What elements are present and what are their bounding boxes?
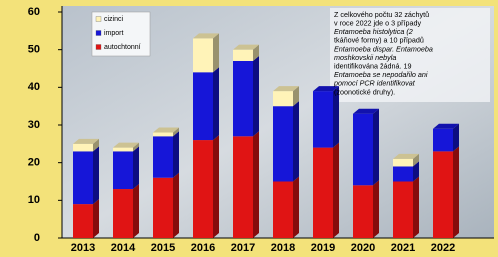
legend-swatch <box>96 17 101 22</box>
x-tick-label: 2016 <box>191 242 215 254</box>
bar-segment <box>433 151 453 238</box>
bar-side <box>213 67 219 140</box>
bar-segment <box>353 114 373 186</box>
bar-segment <box>73 204 93 238</box>
bar-segment <box>153 133 173 137</box>
x-tick-label: 2015 <box>151 242 175 254</box>
bar-segment <box>393 159 413 167</box>
bar-side <box>253 56 259 136</box>
bar-segment <box>153 136 173 177</box>
x-tick-label: 2022 <box>431 242 455 254</box>
bar-side <box>293 101 299 181</box>
bar-segment <box>313 148 333 238</box>
chart: 0 10 20 30 40 50 60 2013 2014 2015 2016 2017 2018 201… <box>0 0 498 257</box>
annotation-line: (zoonotické druhy). <box>334 87 395 96</box>
bar-side <box>213 135 219 238</box>
legend-label: import <box>104 30 124 37</box>
bar-segment <box>73 144 93 152</box>
x-tick-label: 2020 <box>351 242 375 254</box>
y-tick-label: 10 <box>28 194 40 206</box>
page: {"chart_data": {"type": "stacked-bar-3d"… <box>0 0 498 257</box>
y-tick-label: 0 <box>34 232 40 244</box>
bar-segment <box>313 91 333 148</box>
bar-segment <box>273 91 293 106</box>
bar-segment <box>393 182 413 239</box>
bar-side <box>293 177 299 239</box>
bar-segment <box>233 136 253 238</box>
bar-segment <box>153 178 173 238</box>
bar-segment <box>113 151 133 189</box>
bar-segment <box>193 38 213 72</box>
bar-segment <box>273 106 293 181</box>
bar-segment <box>393 166 413 181</box>
bar-side <box>253 131 259 238</box>
bar-side <box>373 109 379 186</box>
y-tick-label: 20 <box>28 157 40 169</box>
bar-segment <box>273 182 293 239</box>
x-tick-label: 2021 <box>391 242 415 254</box>
bar-side <box>133 146 139 189</box>
bar-side <box>93 199 99 238</box>
bar-side <box>453 146 459 238</box>
bar-segment <box>193 72 213 140</box>
bar-side <box>133 184 139 238</box>
bar-segment <box>193 140 213 238</box>
y-tick-label: 30 <box>28 119 40 131</box>
x-tick-label: 2013 <box>71 242 95 254</box>
bar-side <box>373 180 379 238</box>
x-tick-label: 2014 <box>111 242 136 254</box>
y-tick-label: 50 <box>28 44 40 56</box>
bar-segment <box>353 185 373 238</box>
bar-side <box>173 173 179 238</box>
legend-label: cizinci <box>104 16 124 23</box>
bar-side <box>213 33 219 72</box>
bar-segment <box>233 50 253 61</box>
legend-label: autochtonní <box>104 44 141 51</box>
legend-swatch <box>96 31 101 36</box>
bar-segment <box>113 148 133 152</box>
y-tick-label: 60 <box>28 6 40 18</box>
bar-segment <box>113 189 133 238</box>
bar-side <box>333 143 339 238</box>
bar-segment <box>433 129 453 152</box>
bar-segment <box>233 61 253 136</box>
x-tick-label: 2019 <box>311 242 335 254</box>
bar-side <box>173 131 179 177</box>
y-tick-label: 40 <box>28 81 40 93</box>
x-tick-label: 2017 <box>231 242 255 254</box>
bar-side <box>413 177 419 239</box>
legend-swatch <box>96 45 101 50</box>
x-tick-label: 2018 <box>271 242 295 254</box>
bar-side <box>93 146 99 204</box>
bar-segment <box>73 151 93 204</box>
